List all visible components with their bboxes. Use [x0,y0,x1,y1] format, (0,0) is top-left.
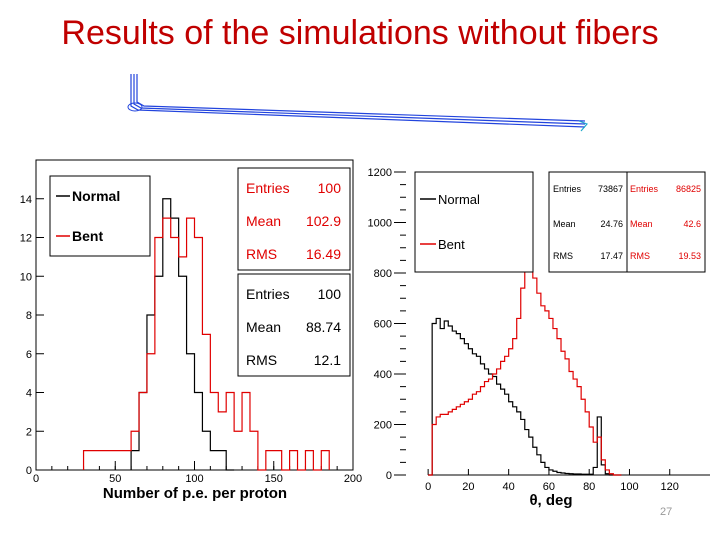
chart1-stats-normal-mean-value: 88.74 [306,319,341,335]
chart2-y-tick-label: 200 [374,420,392,432]
chart1-stats-bent-box [237,167,351,271]
chart2-stats-bent-entries-value: 86825 [676,184,701,194]
chart1-y-tick-label: 2 [26,426,32,438]
chart2-legend: Normal Bent [414,171,534,273]
chart2-legend-bent-label: Bent [438,237,465,252]
slide-title: Results of the simulations without fiber… [61,14,659,52]
chart2-x-tick-label: 0 [425,481,431,493]
chart1-y-tick-label: 0 [26,465,32,477]
chart2-x-tick-label: 80 [583,481,595,493]
chart2-stats-bent-rms-label: RMS [630,251,650,261]
chart1-stats-bent-entries-label: Entries [246,180,290,196]
fiber-geometry-sketch [127,74,589,132]
chart1-y-tick-label: 8 [26,310,32,322]
chart1-stats-normal-rms-value: 12.1 [314,352,341,368]
chart2-stats-bent-mean-value: 42.6 [683,219,701,229]
chart2-stats-bent-rms-value: 19.53 [678,251,701,261]
chart1-stats-normal-entries-value: 100 [318,286,342,302]
chart2-series-normal [428,317,622,476]
chart1-x-tick-label: 50 [109,473,121,485]
chart1-x-axis-label: Number of p.e. per proton [103,485,287,502]
chart1-stats-bent-rms-value: 16.49 [306,246,341,262]
chart2-legend-box [414,171,534,273]
pe-histogram-chart: 0 50 100 150 200 0 2 4 6 8 10 12 14 Number of p.e. p… [20,159,362,502]
fiber-bend [127,102,143,112]
fiber-path-2 [136,74,586,122]
chart2-stats-normal-mean-value: 24.76 [600,219,623,229]
fiber-path-0 [130,74,586,128]
chart1-x-tick-label: 100 [185,473,203,485]
chart1-stats-bent-mean-label: Mean [246,213,281,229]
chart1-y-tick-label: 10 [20,271,32,283]
chart1-legend-normal-label: Normal [72,188,120,204]
chart1-stats-bent-mean-value: 102.9 [306,213,341,229]
chart2-x-axis-label: θ, deg [529,492,572,509]
chart2-x-tick-label: 60 [543,481,555,493]
chart1-stats-normal: Entries 100 Mean 88.74 RMS 12.1 [237,273,351,377]
chart1-y-tick-label: 14 [20,194,32,206]
chart2-stats-bent-mean-label: Mean [630,219,653,229]
chart1-y-tick-label: 6 [26,349,32,361]
chart2-stats-bent: Entries 86825 Mean 42.6 RMS 19.53 [626,171,706,273]
chart1-y-tick-label: 4 [26,388,32,400]
chart1-stats-bent-rms-label: RMS [246,246,277,262]
chart1-x-tick-label: 200 [344,473,362,485]
chart2-stats-bent-box [626,171,706,273]
chart2-stats-normal-mean-label: Mean [553,219,576,229]
chart1-stats-bent: Entries 100 Mean 102.9 RMS 16.49 [237,167,351,271]
chart1-stats-normal-entries-label: Entries [246,286,290,302]
chart1-legend-box [49,175,151,257]
chart2-y-tick-label: 0 [386,470,392,482]
chart1-stats-normal-box [237,273,351,377]
chart2-y-tick-label: 400 [374,369,392,381]
chart2-x-tick-label: 20 [462,481,474,493]
chart2-y-tick-label: 1000 [368,218,392,230]
chart2-x-tick-label: 120 [661,481,679,493]
chart1-x-tick-label: 0 [33,473,39,485]
chart2-stats-normal-rms-value: 17.47 [600,251,623,261]
chart1-legend: Normal Bent [49,175,151,257]
chart1-legend-bent-label: Bent [72,228,103,244]
chart1-x-tick-label: 150 [265,473,283,485]
chart2-stats-normal-entries-label: Entries [553,184,582,194]
chart1-stats-normal-rms-label: RMS [246,352,277,368]
chart2-stats-bent-entries-label: Entries [630,184,659,194]
fiber-path-1 [133,74,586,125]
chart2-stats-normal-entries-value: 73867 [598,184,623,194]
chart2-y-tick-label: 800 [374,268,392,280]
chart1-series [82,198,330,471]
chart2-y-tick-label: 1200 [368,167,392,179]
chart2-y-tick-label: 600 [374,319,392,331]
fiber-end [578,120,589,132]
chart1-stats-normal-mean-label: Mean [246,319,281,335]
chart2-x-tick-label: 40 [503,481,515,493]
chart2-stats-normal: Entries 73867 Mean 24.76 RMS 17.47 [548,171,628,273]
chart2-stats-normal-rms-label: RMS [553,251,573,261]
chart2-x-tick-label: 100 [620,481,638,493]
chart1-series-bent [82,217,330,471]
chart2-stats-normal-box [548,171,628,273]
chart1-stats-bent-entries-value: 100 [318,180,342,196]
chart1-y-tick-label: 12 [20,233,32,245]
chart2-legend-normal-label: Normal [438,192,480,207]
chart1-ticks: 0 50 100 150 200 0 2 4 6 8 10 12 14 [20,194,362,485]
page-number: 27 [660,506,673,518]
